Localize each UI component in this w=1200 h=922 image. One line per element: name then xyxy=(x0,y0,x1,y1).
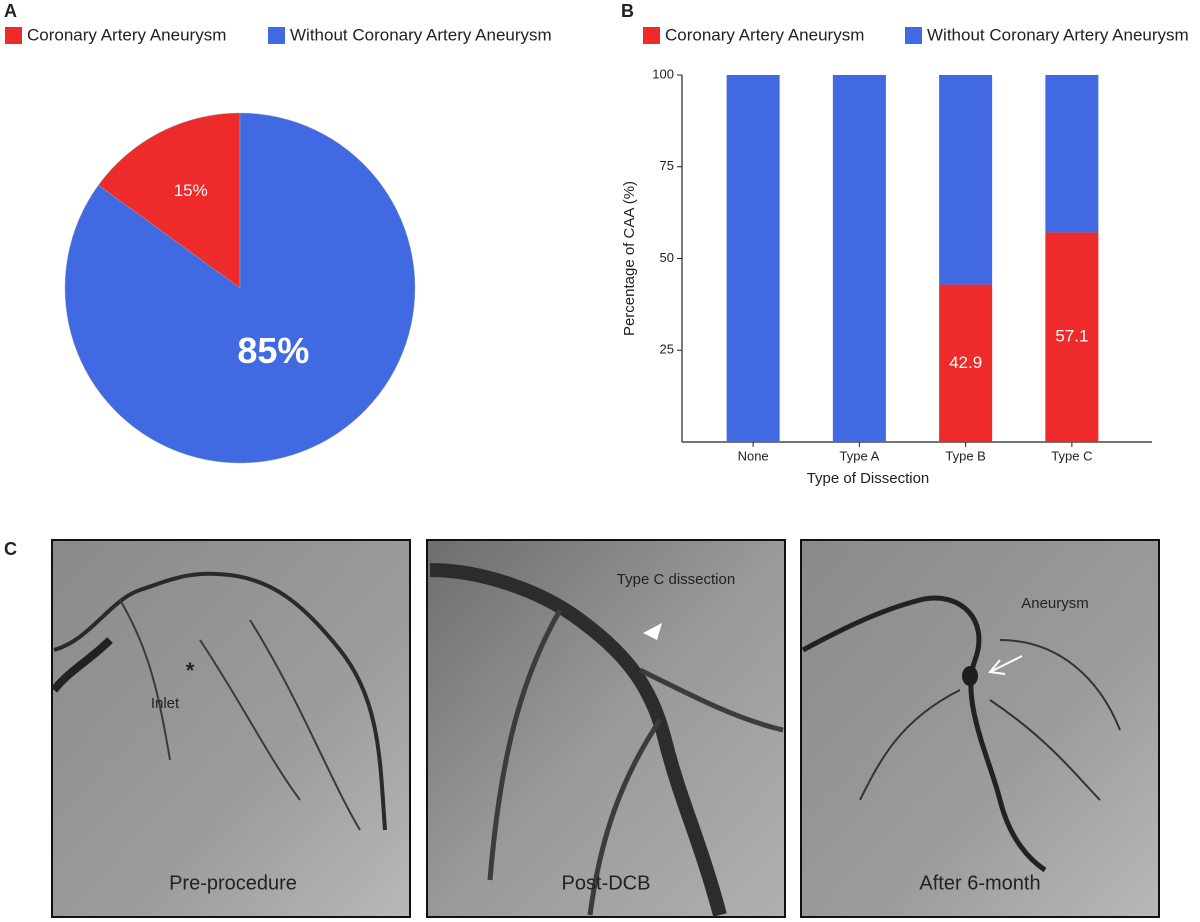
y-tick-label: 100 xyxy=(652,66,674,81)
y-tick-label: 25 xyxy=(660,342,674,357)
legend-label: Coronary Artery Aneurysm xyxy=(27,25,226,44)
bar xyxy=(939,284,993,442)
caption: Post-DCB xyxy=(562,872,651,894)
annotation: Type C dissection xyxy=(617,571,735,588)
x-axis-label: Type of Dissection xyxy=(807,470,930,487)
y-tick-label: 50 xyxy=(660,250,674,265)
panel-label: A xyxy=(4,1,17,21)
angiogram: Aneurysm After 6-month xyxy=(800,539,1160,918)
data-label: 42.9 xyxy=(949,353,982,372)
legend-swatch xyxy=(5,27,22,44)
panel-label: B xyxy=(621,1,634,21)
angiogram: Type C dissection Post-DCB xyxy=(426,539,786,918)
angiogram: * Inlet Pre-procedure xyxy=(50,539,411,918)
bar xyxy=(726,75,780,442)
y-tick-label: 75 xyxy=(660,158,674,173)
legend-swatch xyxy=(905,27,922,44)
data-label: 57.1 xyxy=(1055,327,1088,346)
x-tick-label: Type C xyxy=(1051,448,1092,463)
legend-label: Without Coronary Artery Aneurysm xyxy=(290,25,552,44)
legend-swatch xyxy=(268,27,285,44)
legend-swatch xyxy=(643,27,660,44)
caption: Pre-procedure xyxy=(169,872,297,894)
data-label: 85% xyxy=(237,330,309,371)
annotation: Inlet xyxy=(151,695,180,712)
y-axis-label: Percentage of CAA (%) xyxy=(621,181,638,336)
x-tick-label: None xyxy=(738,448,769,463)
legend-label: Coronary Artery Aneurysm xyxy=(665,25,864,44)
annotation: * xyxy=(186,658,195,683)
caption: After 6-month xyxy=(919,872,1040,894)
x-tick-label: Type B xyxy=(945,448,985,463)
annotation: Aneurysm xyxy=(1021,595,1089,612)
bar xyxy=(1045,232,1099,442)
data-label: 15% xyxy=(174,181,208,200)
bar xyxy=(1045,75,1099,233)
panel-label: C xyxy=(4,539,17,559)
legend-label: Without Coronary Artery Aneurysm xyxy=(927,25,1189,44)
bar xyxy=(832,75,886,442)
bar xyxy=(939,75,993,285)
pie-slice xyxy=(64,112,416,464)
pie-slice xyxy=(98,112,241,289)
x-tick-label: Type A xyxy=(840,448,880,463)
